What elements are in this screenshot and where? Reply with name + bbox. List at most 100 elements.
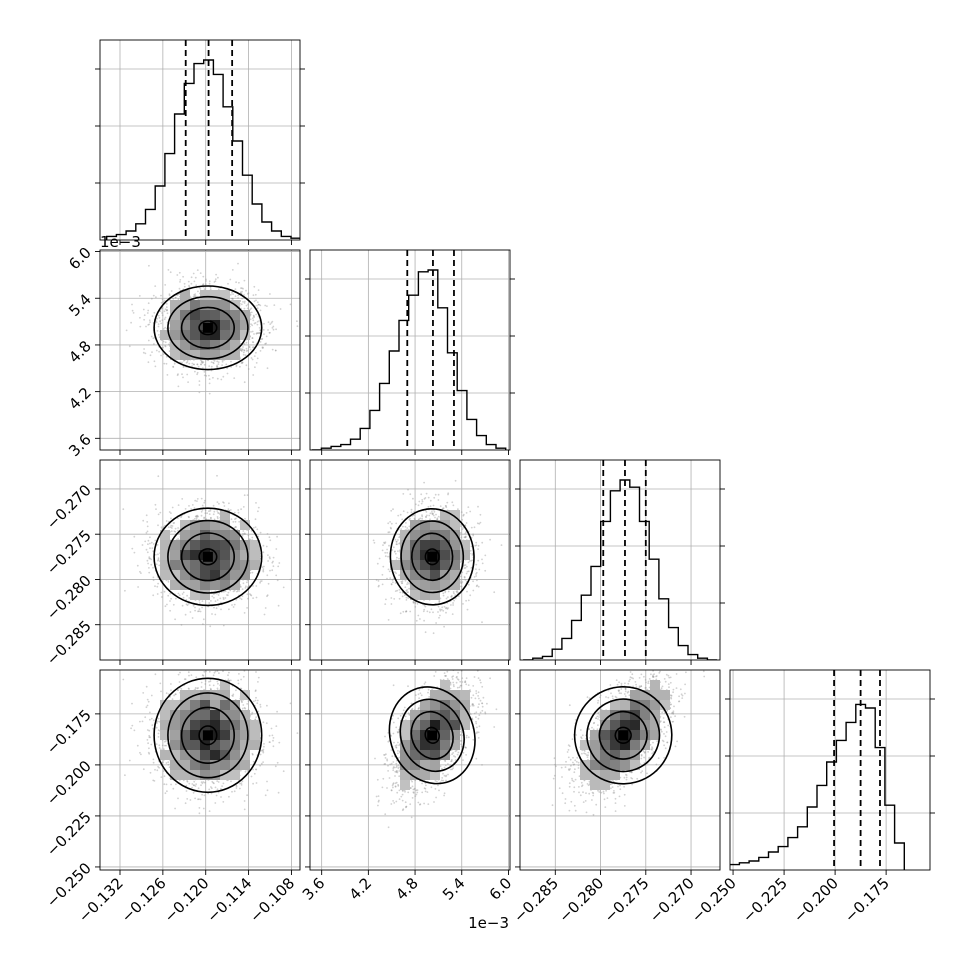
sample-point	[258, 320, 261, 322]
sample-point	[173, 522, 176, 524]
panel-grid-2-1	[310, 460, 510, 660]
sample-point	[208, 602, 211, 604]
sample-point	[202, 275, 205, 278]
sample-point	[196, 269, 199, 271]
sample-point	[223, 590, 225, 593]
sample-point	[148, 571, 151, 574]
sample-point	[165, 362, 168, 365]
sample-point	[260, 338, 263, 341]
sample-point	[232, 606, 235, 608]
sample-point	[200, 363, 202, 366]
sample-point	[182, 591, 185, 594]
sample-point	[249, 594, 252, 596]
sample-point	[169, 526, 172, 529]
sample-point	[250, 357, 253, 359]
sample-point	[157, 323, 160, 325]
sample-point	[271, 561, 274, 564]
sample-point	[216, 377, 219, 380]
sample-point	[256, 307, 259, 310]
sample-point	[147, 361, 150, 364]
sample-point	[242, 301, 244, 303]
sample-point	[146, 530, 149, 533]
density-bin	[200, 540, 210, 550]
sample-point	[174, 530, 177, 533]
sample-point	[401, 580, 404, 583]
sample-point	[205, 278, 207, 281]
sample-point	[257, 289, 260, 291]
sample-point	[234, 288, 237, 290]
sample-point	[378, 584, 380, 587]
sample-point	[163, 362, 166, 365]
sample-point	[208, 374, 210, 377]
density-bin	[190, 310, 200, 320]
sample-point	[188, 284, 190, 287]
sample-point	[418, 500, 421, 503]
sample-point	[234, 295, 237, 298]
sample-point	[260, 580, 263, 582]
sample-point	[170, 512, 172, 514]
sample-point	[226, 372, 229, 375]
sample-point	[255, 299, 257, 302]
density-bin	[210, 560, 220, 570]
sample-point	[201, 509, 204, 511]
sample-point	[194, 293, 197, 295]
sample-point	[253, 316, 256, 319]
sample-point	[241, 588, 244, 591]
sample-point	[423, 481, 425, 484]
sample-point	[241, 534, 244, 537]
density-bin	[200, 580, 210, 590]
panel-grid-0-0	[100, 40, 300, 240]
sample-point	[272, 565, 275, 568]
sample-point	[251, 324, 254, 327]
sample-point	[256, 357, 259, 360]
sample-point	[255, 585, 258, 587]
density-bin	[190, 520, 200, 530]
sample-point	[242, 287, 244, 290]
sample-point	[147, 539, 150, 542]
density-bin	[170, 540, 180, 550]
sample-point	[157, 559, 159, 562]
sample-point	[212, 362, 215, 365]
density-bin	[210, 300, 220, 310]
sample-point	[257, 332, 260, 334]
sample-point	[220, 378, 223, 381]
sample-point	[443, 625, 445, 628]
sample-point	[240, 287, 242, 289]
sample-point	[232, 298, 234, 300]
sample-point	[237, 262, 239, 265]
density-bin	[170, 300, 180, 310]
sample-point	[166, 309, 168, 312]
sample-point	[150, 563, 153, 566]
sample-point	[201, 606, 204, 609]
sample-point	[235, 364, 238, 367]
sample-point	[145, 532, 148, 534]
sample-point	[212, 593, 215, 595]
contour-level-2	[167, 519, 249, 594]
sample-point	[223, 502, 225, 504]
sample-point	[481, 562, 484, 565]
sample-point	[171, 525, 174, 527]
sample-point	[465, 535, 467, 538]
density-bin	[200, 310, 210, 320]
sample-point	[444, 591, 447, 594]
sample-point	[172, 365, 175, 368]
sample-point	[201, 600, 204, 602]
sample-point	[139, 316, 141, 319]
density-bin	[160, 330, 170, 340]
sample-point	[133, 551, 136, 554]
sample-point	[217, 276, 219, 279]
sample-point	[148, 556, 151, 559]
sample-point	[174, 296, 177, 299]
sample-point	[185, 361, 188, 364]
sample-point	[154, 503, 157, 506]
sample-point	[237, 509, 240, 511]
sample-point	[212, 361, 215, 364]
density-bin	[230, 320, 240, 330]
sample-point	[447, 493, 449, 496]
density-bin	[160, 540, 170, 550]
sample-point	[269, 557, 271, 560]
sample-point	[163, 299, 166, 302]
sample-point	[158, 350, 161, 353]
sample-point	[194, 515, 197, 518]
sample-point	[204, 499, 206, 502]
